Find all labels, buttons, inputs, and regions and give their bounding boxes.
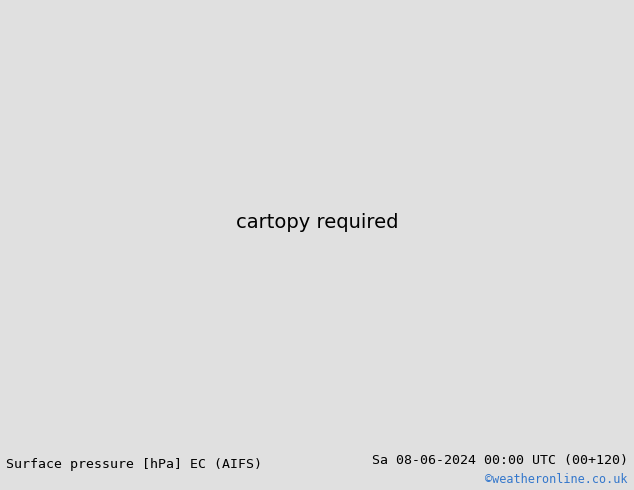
Text: Surface pressure [hPa] EC (AIFS): Surface pressure [hPa] EC (AIFS): [6, 458, 262, 471]
Text: ©weatheronline.co.uk: ©weatheronline.co.uk: [485, 473, 628, 487]
Text: cartopy required: cartopy required: [236, 214, 398, 232]
Text: Sa 08-06-2024 00:00 UTC (00+120): Sa 08-06-2024 00:00 UTC (00+120): [372, 454, 628, 467]
